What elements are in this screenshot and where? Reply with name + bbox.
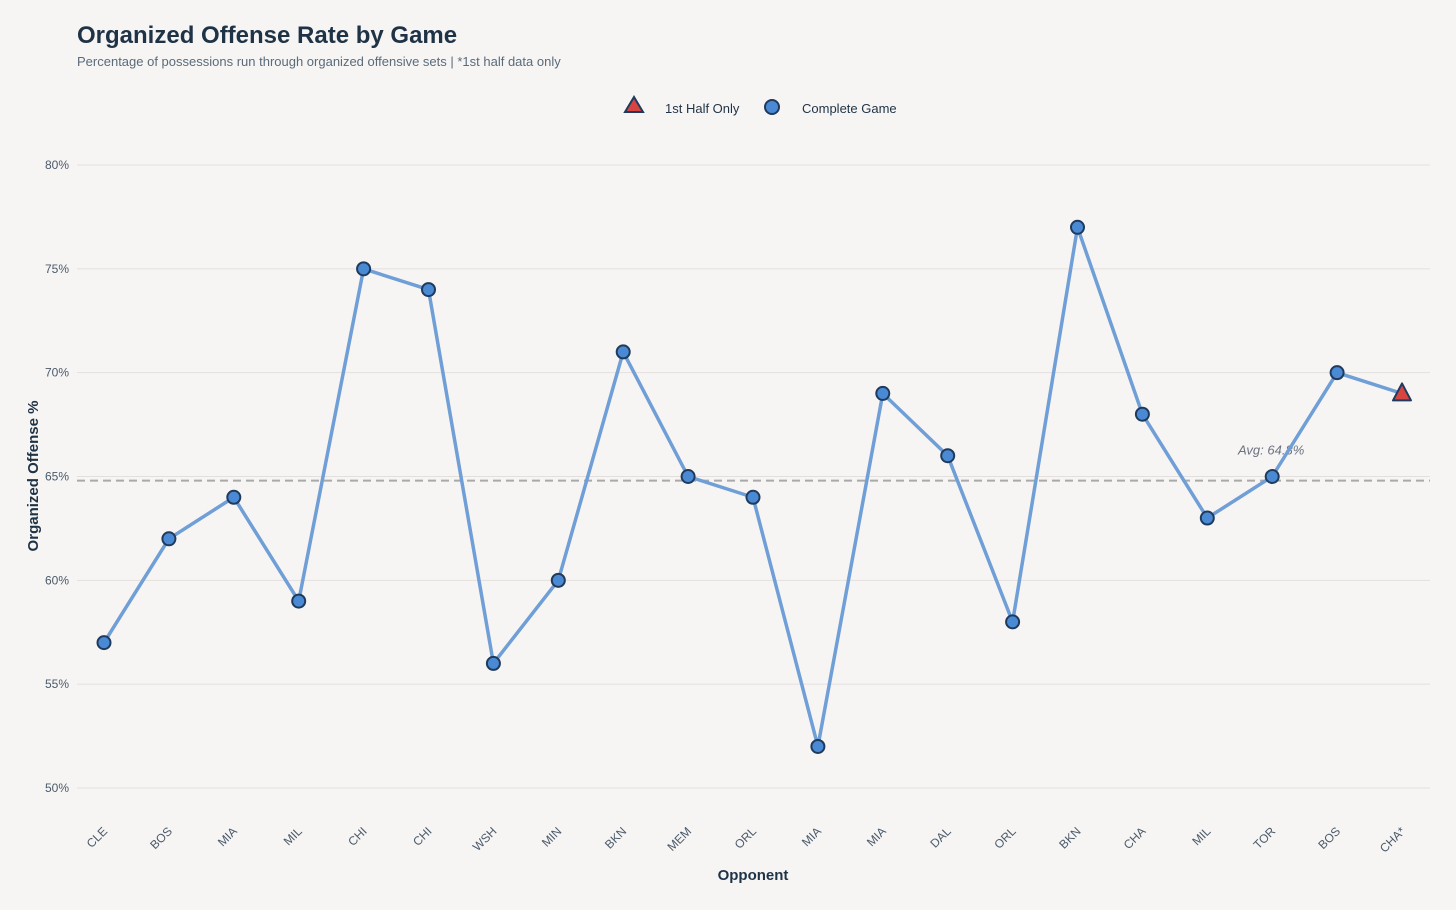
data-point	[485, 655, 501, 671]
data-point	[1134, 406, 1150, 422]
y-tick-label: 60%	[45, 573, 69, 587]
data-point	[1329, 365, 1345, 381]
legend: 1st Half Only Complete Game	[623, 95, 897, 116]
x-tick-label: CHA*	[1377, 824, 1408, 855]
x-tick-label: WSH	[470, 824, 500, 854]
data-point	[680, 469, 696, 484]
legend-label-first-half: 1st Half Only	[665, 101, 740, 116]
x-axis-ticks: CLE BOS MIA MIL CHI CHI WSH MIN BKN MEM ORL MIA MIA D…	[84, 824, 1409, 855]
legend-marker-triangle	[623, 95, 645, 113]
data-point	[96, 635, 112, 651]
x-tick-label: DAL	[927, 824, 954, 851]
x-tick-label: MIN	[539, 824, 564, 849]
x-tick-label: CHI	[410, 824, 435, 849]
grid	[77, 164, 1430, 789]
x-tick-label: BOS	[147, 824, 175, 852]
y-tick-label: 80%	[45, 158, 69, 172]
data-point-triangle	[1392, 382, 1412, 402]
y-tick-label: 65%	[45, 470, 69, 484]
legend-marker-circle	[764, 99, 780, 115]
x-tick-label: MIA	[864, 824, 889, 849]
data-point	[875, 385, 891, 401]
y-tick-label: 55%	[45, 677, 69, 691]
x-tick-label: MIL	[281, 824, 305, 848]
data-point	[745, 489, 761, 505]
data-point	[550, 572, 566, 588]
data-point	[161, 531, 177, 547]
data-point	[615, 344, 631, 360]
average-label: Avg: 64.8%	[1237, 443, 1304, 458]
average-line-group: Avg: 64.8%	[77, 443, 1430, 482]
y-tick-label: 75%	[45, 262, 69, 276]
data-point	[1264, 469, 1280, 484]
chart-title: Organized Offense Rate by Game	[77, 22, 458, 49]
x-tick-label: BOS	[1315, 824, 1343, 852]
x-tick-label: CHA	[1121, 824, 1149, 852]
x-axis-title: Opponent	[718, 867, 789, 884]
x-tick-label: MEM	[665, 824, 695, 854]
data-point	[421, 282, 436, 298]
chart-subtitle: Percentage of possessions run through or…	[77, 54, 561, 69]
x-tick-label: MIA	[799, 824, 824, 849]
data-point	[1070, 219, 1085, 235]
series-line-group	[102, 225, 1404, 749]
legend-label-complete-game: Complete Game	[802, 101, 897, 116]
data-point	[940, 448, 956, 464]
x-tick-label: MIL	[1189, 824, 1213, 848]
data-point	[226, 489, 242, 505]
data-point	[1199, 510, 1215, 526]
y-tick-label: 70%	[45, 366, 69, 380]
x-tick-label: ORL	[732, 824, 760, 852]
data-point	[356, 261, 372, 277]
x-tick-label: CLE	[84, 824, 110, 850]
x-tick-label: MIA	[215, 824, 240, 849]
x-tick-label: TOR	[1251, 824, 1279, 852]
y-axis-title: Organized Offense %	[25, 401, 42, 552]
data-point	[291, 593, 307, 609]
series-line	[102, 225, 1404, 749]
x-tick-label: ORL	[991, 824, 1019, 852]
data-point	[1005, 614, 1021, 630]
series-markers	[96, 219, 1412, 754]
y-tick-label: 50%	[45, 781, 69, 795]
data-point	[810, 738, 826, 754]
y-axis-ticks: 50% 55% 60% 65% 70% 75% 80%	[45, 158, 69, 795]
x-tick-label: BKN	[1056, 824, 1083, 851]
x-tick-label: BKN	[602, 824, 629, 851]
x-tick-label: CHI	[345, 824, 370, 849]
